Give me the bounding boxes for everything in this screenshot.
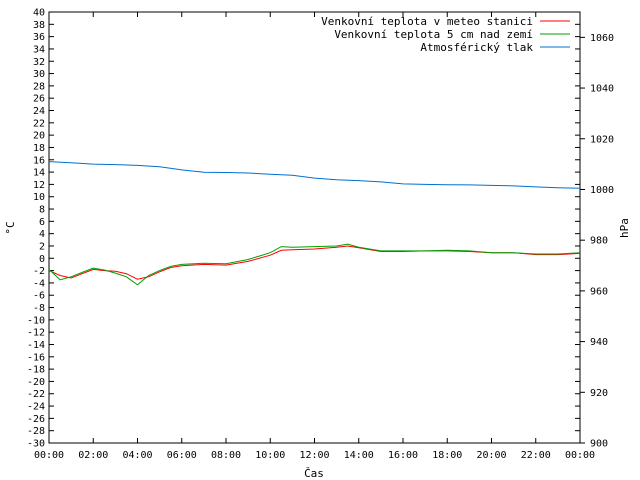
plot-frame	[48, 11, 581, 444]
x-axis-label: Čas	[304, 467, 324, 480]
y-tick-label: 38	[33, 20, 45, 31]
y-tick-label: 18	[33, 143, 45, 154]
y-tick-label: -6	[33, 291, 45, 302]
x-tick-label: 20:00	[476, 450, 506, 461]
y-tick-label: 12	[33, 180, 45, 191]
y-tick-label: 40	[33, 8, 45, 19]
y2-tick-label: 1020	[590, 134, 614, 145]
y-tick-label: -2	[33, 266, 45, 277]
y2-tick-label: 900	[590, 439, 608, 450]
x-tick-label: 08:00	[211, 450, 241, 461]
y2-tick-label: 1000	[590, 185, 614, 196]
y-tick-label: 26	[33, 94, 45, 105]
y-tick-label: 30	[33, 69, 45, 80]
x-tick-label: 02:00	[78, 450, 108, 461]
series-line-1	[48, 245, 581, 280]
legend-label-3: Atmosférický tlak	[420, 41, 533, 54]
legend-label-1: Venkovní teplota v meteo stanici	[321, 15, 533, 28]
series-line-3	[48, 161, 581, 189]
y-tick-label: -28	[27, 426, 45, 437]
y-tick-label: -20	[27, 377, 45, 388]
y-tick-label: -26	[27, 414, 45, 425]
y-tick-label: 28	[33, 81, 45, 92]
y2-tick-label: 1040	[590, 84, 614, 95]
y-tick-label: -24	[27, 402, 45, 413]
x-tick-label: 16:00	[388, 450, 418, 461]
x-tick-label: 04:00	[122, 450, 152, 461]
y-axis-label: °C	[4, 221, 17, 234]
legend: Venkovní teplota v meteo staniciVenkovní…	[321, 15, 570, 54]
y-tick-label: -12	[27, 328, 45, 339]
y-tick-label: 34	[33, 44, 45, 55]
x-tick-label: 22:00	[521, 450, 551, 461]
x-tick-label: 00:00	[565, 450, 595, 461]
y-tick-label: 20	[33, 131, 45, 142]
y-tick-label: 2	[39, 241, 45, 252]
y-tick-label: 4	[39, 229, 45, 240]
series-layer	[48, 161, 581, 286]
y-tick-label: 32	[33, 57, 45, 68]
y-tick-label: -18	[27, 365, 45, 376]
y-tick-label: 14	[33, 168, 45, 179]
y2-tick-label: 1060	[590, 33, 614, 44]
y2-axis-label: hPa	[618, 218, 631, 238]
y-tick-label: 8	[39, 205, 45, 216]
y-tick-label: 36	[33, 32, 45, 43]
y2-tick-label: 980	[590, 236, 608, 247]
x-tick-label: 06:00	[167, 450, 197, 461]
y2-tick-label: 960	[590, 286, 608, 297]
y-tick-label: -22	[27, 389, 45, 400]
y-tick-label: 22	[33, 118, 45, 129]
y-tick-label: -30	[27, 439, 45, 450]
x-tick-label: 12:00	[299, 450, 329, 461]
y-tick-label: -10	[27, 315, 45, 326]
ticks-layer: -30-28-26-24-22-20-18-16-14-12-10-8-6-4-…	[27, 8, 614, 462]
y-tick-label: -16	[27, 352, 45, 363]
x-tick-label: 10:00	[255, 450, 285, 461]
x-tick-label: 00:00	[34, 450, 64, 461]
y2-tick-label: 940	[590, 337, 608, 348]
y-tick-label: -14	[27, 340, 45, 351]
y-tick-label: -8	[33, 303, 45, 314]
y-tick-label: 0	[39, 254, 45, 265]
y-tick-label: 16	[33, 155, 45, 166]
y-tick-label: 6	[39, 217, 45, 228]
y2-tick-label: 920	[590, 388, 608, 399]
x-tick-label: 18:00	[432, 450, 462, 461]
y-tick-label: 24	[33, 106, 45, 117]
x-tick-label: 14:00	[344, 450, 374, 461]
legend-label-2: Venkovní teplota 5 cm nad zemí	[334, 28, 533, 41]
y-tick-label: -4	[33, 278, 45, 289]
series-line-2	[48, 243, 581, 286]
y-tick-label: 10	[33, 192, 45, 203]
